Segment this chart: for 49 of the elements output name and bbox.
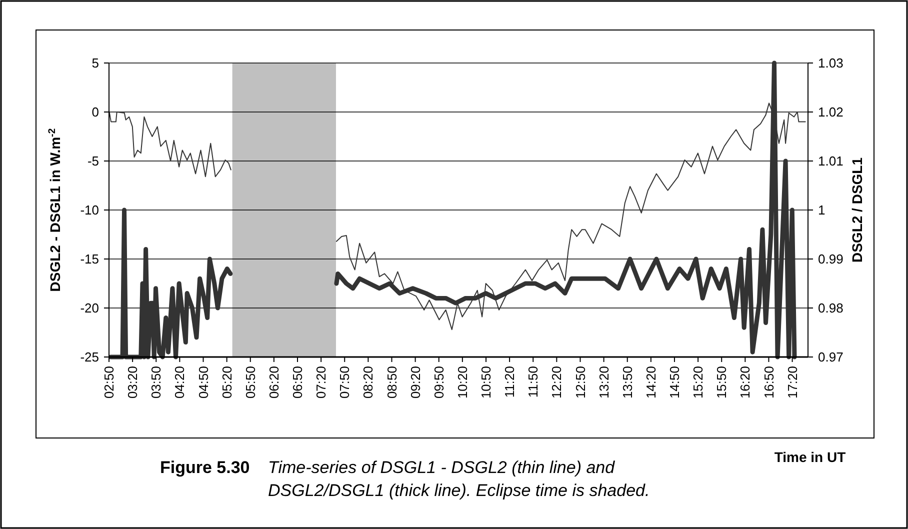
y-tick-label: 5: [92, 56, 99, 71]
y-tick-label: -25: [80, 350, 99, 365]
x-tick-label: 02:50: [102, 366, 117, 399]
y2-tick-label: 1.03: [818, 56, 844, 71]
x-tick-label: 14:20: [643, 366, 658, 399]
caption: Figure 5.30: [160, 458, 250, 477]
x-tick-label: 12:20: [549, 366, 564, 399]
x-tick-label: 06:20: [266, 366, 282, 399]
y2-tick-label: 1.02: [818, 104, 844, 120]
y2-tick-label: 1.01: [818, 154, 844, 169]
x-tick-label: 12:50: [572, 366, 588, 399]
x-tick-label: 05:50: [242, 366, 258, 399]
y2-tick-label: 1: [818, 202, 826, 218]
y-tick-label: -10: [80, 202, 99, 218]
x-tick-label: 11:50: [526, 366, 541, 398]
x-tick-label: 10:20: [454, 366, 470, 399]
x-tick-label: 14:50: [667, 366, 682, 399]
x-tick-label: 05:20: [219, 366, 234, 399]
x-tick-label: 10:50: [478, 366, 494, 399]
y2-tick-label: 0.99: [818, 252, 844, 267]
x-tick-label: 08:20: [360, 366, 376, 399]
x-tick-label: 04:50: [196, 366, 211, 399]
x-tick-label: 03:20: [125, 366, 140, 399]
y2-axis-title: DSGL2 / DSGL1: [849, 157, 865, 263]
text: DSGL2/DSGL1 (thick line). Eclipse time is shaded.: [268, 481, 650, 500]
y-tick-label: 0: [92, 104, 99, 120]
y2-tick-label: 0.98: [818, 300, 844, 316]
x-tick-label: 11:20: [502, 366, 518, 398]
x-tick-label: 16:20: [738, 366, 753, 399]
x-tick-label: 04:20: [172, 366, 188, 399]
x-tick-label: 09:20: [408, 366, 423, 399]
x-tick-label: 03:50: [148, 366, 164, 399]
x-tick-label: 08:50: [384, 366, 400, 399]
x-tick-label: 15:20: [690, 366, 706, 399]
x-tick-label: 09:50: [431, 366, 446, 399]
x-tick-label: 16:50: [761, 366, 776, 399]
x-tick-label: 17:20: [784, 366, 800, 399]
x-axis-title: Time in UT: [774, 449, 846, 465]
y2-tick-label: 0.97: [818, 350, 844, 365]
text: Time-series of DSGL1 - DSGL2 (thin line) and: [268, 458, 616, 477]
y-tick-label: -20: [80, 300, 99, 316]
x-tick-label: 07:20: [314, 366, 329, 399]
x-tick-label: 06:50: [290, 366, 306, 399]
x-tick-label: 07:50: [337, 366, 352, 399]
x-tick-label: 13:20: [596, 366, 612, 399]
x-tick-label: 15:50: [714, 366, 730, 399]
y-tick-label: -5: [87, 154, 99, 169]
x-tick-label: 13:50: [620, 366, 635, 399]
y-tick-label: -15: [80, 252, 99, 267]
